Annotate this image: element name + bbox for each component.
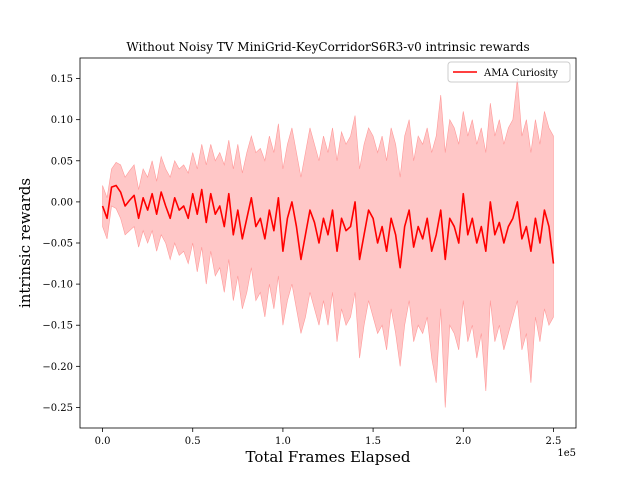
y-tick-label: −0.20 — [42, 362, 73, 373]
x-tick-label: 1.5 — [365, 436, 381, 447]
y-axis-label: intrinsic rewards — [16, 178, 34, 308]
y-tick-label: −0.25 — [42, 403, 73, 414]
x-tick-label: 1.0 — [275, 436, 291, 447]
x-tick-label: 0.5 — [185, 436, 201, 447]
legend-box — [447, 61, 571, 83]
x-tick-label: 0.0 — [95, 436, 111, 447]
y-tick-label: 0.15 — [51, 74, 73, 85]
x-axis-label: Total Frames Elapsed — [246, 448, 411, 466]
legend: AMA Curiosity — [447, 61, 571, 83]
y-tick-label: −0.10 — [42, 280, 73, 291]
y-tick-label: 0.00 — [51, 197, 73, 208]
y-tick-label: 0.05 — [51, 156, 73, 167]
x-tick-label: 2.0 — [455, 436, 471, 447]
x-offset-text: 1e5 — [557, 448, 576, 459]
y-tick-label: 0.10 — [51, 115, 73, 126]
mean-line-layer — [101, 184, 555, 269]
plot-area — [101, 78, 555, 408]
y-tick-label: −0.05 — [42, 239, 73, 250]
series-band-0 — [102, 78, 554, 408]
x-tick-label: 2.5 — [546, 436, 562, 447]
legend-entry-label: AMA Curiosity — [483, 68, 558, 79]
y-axis-ticks: −0.25 −0.20 −0.15 −0.10 −0.05 0.00 0.05 0.10 0.1… — [42, 74, 80, 414]
confidence-band-layer — [102, 78, 554, 408]
x-axis-ticks: 0.0 0.5 1.0 1.5 2.0 2.5 — [95, 428, 562, 447]
chart-title: Without Noisy TV MiniGrid-KeyCorridorS6R… — [126, 40, 529, 54]
y-tick-label: −0.15 — [42, 321, 73, 332]
series-line-0 — [101, 184, 555, 269]
